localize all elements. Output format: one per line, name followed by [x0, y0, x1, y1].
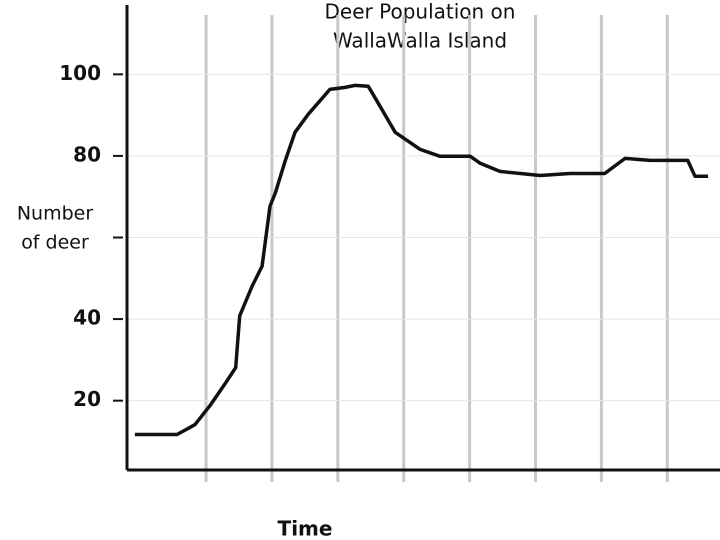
- y-axis-label: of deer: [21, 232, 89, 254]
- chart-title: Deer Population on: [325, 0, 516, 24]
- y-axis-label: Number: [17, 203, 94, 225]
- x-axis-label: Time: [278, 517, 333, 540]
- y-tick-label: 40: [73, 306, 101, 330]
- chart-title: WallaWalla Island: [333, 29, 507, 53]
- y-tick-label: 100: [59, 61, 101, 85]
- y-tick-label: 20: [73, 387, 101, 411]
- y-tick-label: 80: [73, 142, 101, 166]
- data-line: [134, 83, 709, 437]
